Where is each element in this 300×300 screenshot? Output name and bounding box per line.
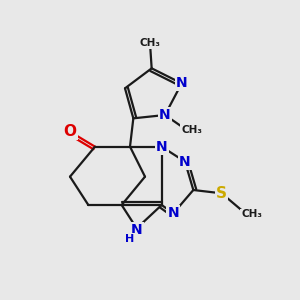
Text: N: N — [156, 140, 167, 154]
Text: N: N — [179, 155, 191, 169]
Text: CH₃: CH₃ — [241, 209, 262, 219]
Text: N: N — [176, 76, 188, 90]
Text: S: S — [216, 186, 227, 201]
Text: N: N — [167, 206, 179, 220]
Text: N: N — [159, 108, 171, 122]
Text: CH₃: CH₃ — [140, 38, 160, 48]
Text: O: O — [64, 124, 76, 139]
Text: CH₃: CH₃ — [181, 125, 202, 135]
Text: N: N — [131, 223, 142, 237]
Text: H: H — [125, 234, 134, 244]
